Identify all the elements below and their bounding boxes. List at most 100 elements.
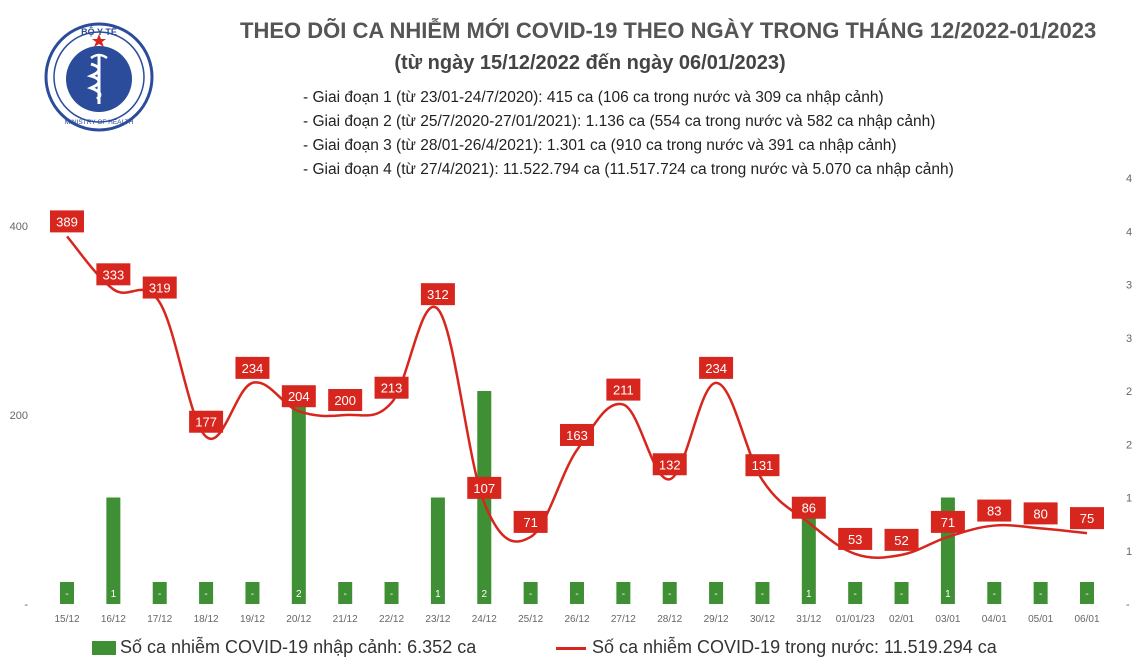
domestic-cases-data-label: 200	[334, 393, 356, 408]
domestic-cases-label-box	[420, 283, 455, 306]
domestic-cases-data-label: 52	[894, 533, 908, 548]
x-axis-tick-label: 21/12	[333, 614, 358, 625]
domestic-cases-label-box	[328, 389, 363, 411]
imported-cases-bar-label: -	[714, 589, 717, 600]
imported-cases-bar-label: -	[1039, 589, 1042, 600]
legend-line-swatch	[556, 646, 586, 650]
x-axis-tick-label: 31/12	[796, 614, 821, 625]
domestic-cases-data-label: 213	[381, 381, 403, 396]
x-axis-tick-label: 23/12	[425, 614, 450, 625]
legend-bar-swatch	[92, 641, 116, 656]
x-axis-tick-label: 25/12	[518, 614, 543, 625]
domestic-cases-data-label: 71	[523, 515, 537, 530]
x-axis-tick-label: 02/01	[889, 614, 914, 625]
domestic-cases-data-label: 75	[1080, 511, 1094, 526]
domestic-cases-data-label: 211	[613, 383, 634, 398]
imported-cases-bar-label: 1	[945, 589, 951, 600]
domestic-cases-label-box	[884, 528, 919, 551]
domestic-cases-data-label: 107	[473, 481, 495, 496]
imported-cases-bar-label: -	[390, 589, 393, 600]
x-axis-tick-label: 26/12	[564, 614, 589, 625]
right-axis-tick-label: 4	[1126, 226, 1132, 238]
x-axis-tick-label: 22/12	[379, 614, 404, 625]
right-axis-tick-label: 2	[1126, 386, 1132, 398]
domestic-cases-data-label: 86	[802, 501, 816, 516]
legend-domestic-label: Số ca nhiễm COVID-19 trong nước: 11.519.…	[592, 637, 997, 657]
domestic-cases-label-box	[1070, 507, 1104, 530]
imported-cases-bar	[106, 497, 121, 604]
phase-3-summary: - Giai đoạn 3 (từ 28/01-26/4/2021): 1.30…	[303, 137, 897, 154]
imported-cases-bar-label: -	[761, 589, 764, 600]
imported-cases-bar-label: -	[344, 589, 347, 600]
domestic-cases-label-box	[606, 378, 641, 401]
logo-text-bottom: MINISTRY OF HEALTH	[65, 119, 134, 126]
domestic-cases-label-box	[930, 510, 965, 533]
domestic-cases-data-label: 53	[848, 532, 862, 547]
imported-cases-bar	[570, 582, 584, 604]
right-axis-tick-label: 2	[1126, 439, 1132, 451]
imported-cases-bar	[848, 582, 863, 604]
imported-cases-bar-label: -	[204, 589, 207, 600]
right-axis-tick-label: 1	[1126, 493, 1132, 505]
right-axis-tick-label: 4	[1126, 173, 1132, 185]
imported-cases-bar-label: -	[854, 589, 857, 600]
domestic-cases-label-box	[1023, 502, 1058, 525]
legend-item-domestic: Số ca nhiễm COVID-19 trong nước: 11.519.…	[556, 634, 997, 660]
imported-cases-bar-label: -	[251, 589, 254, 600]
imported-cases-bar-label: 1	[435, 589, 441, 600]
x-axis-tick-label: 04/01	[982, 614, 1007, 625]
domestic-cases-label-box	[374, 376, 409, 399]
right-axis-tick-label: 1	[1126, 546, 1132, 558]
imported-cases-bar	[245, 582, 260, 604]
imported-cases-bar-label: 2	[481, 589, 487, 600]
domestic-cases-label-box	[189, 410, 224, 433]
domestic-cases-data-label: 132	[659, 457, 681, 472]
x-axis-tick-label: 24/12	[472, 614, 497, 625]
imported-cases-bar	[523, 582, 538, 604]
domestic-cases-label-box	[560, 423, 594, 446]
phase-1-summary: - Giai đoạn 1 (từ 23/01-24/7/2020): 415 …	[303, 89, 884, 106]
domestic-cases-label-box	[838, 527, 873, 550]
domestic-cases-data-label: 319	[149, 281, 171, 296]
x-axis-tick-label: 03/01	[935, 614, 960, 625]
chart-title: THEO DÕI CA NHIỄM MỚI COVID-19 THEO NGÀY…	[240, 18, 1097, 43]
imported-cases-bar	[662, 582, 677, 604]
domestic-cases-data-label: 131	[752, 458, 774, 473]
x-axis-tick-label: 06/01	[1074, 614, 1099, 625]
domestic-cases-label-box	[142, 276, 177, 299]
imported-cases-bar-label: -	[622, 589, 625, 600]
chart-subtitle: (từ ngày 15/12/2022 đến ngày 06/01/2023)	[394, 52, 786, 74]
x-axis-tick-label: 15/12	[54, 614, 79, 625]
domestic-cases-line	[66, 235, 1088, 559]
domestic-cases-data-label: 163	[566, 428, 588, 443]
domestic-cases-label-box	[281, 385, 316, 408]
imported-cases-bar	[384, 582, 399, 604]
imported-cases-bar	[338, 582, 353, 604]
domestic-cases-data-label: 234	[242, 361, 264, 376]
imported-cases-bar	[430, 497, 445, 604]
domestic-cases-label-box	[513, 510, 548, 533]
imported-cases-bar-label: -	[993, 589, 996, 600]
domestic-cases-data-label: 80	[1033, 506, 1047, 521]
imported-cases-bar	[152, 582, 167, 604]
x-axis-tick-label: 16/12	[101, 614, 126, 625]
x-axis-tick-label: 05/01	[1028, 614, 1053, 625]
right-axis-tick-label: 3	[1126, 333, 1132, 345]
imported-cases-bar	[987, 582, 1002, 604]
left-axis-tick-label: 200	[10, 410, 28, 422]
domestic-cases-label-box	[699, 356, 734, 379]
domestic-cases-data-label: 312	[427, 287, 449, 302]
domestic-cases-label-box	[977, 499, 1012, 522]
imported-cases-bar	[1080, 582, 1094, 604]
imported-cases-bar-label: -	[529, 589, 532, 600]
right-axis-tick-label: -	[1126, 599, 1130, 611]
domestic-cases-data-label: 389	[56, 214, 78, 229]
domestic-cases-label-box	[50, 210, 84, 233]
imported-cases-bar	[894, 582, 909, 604]
domestic-cases-data-label: 71	[941, 515, 955, 530]
phase-4-summary: - Giai đoạn 4 (từ 27/4/2021): 11.522.794…	[303, 161, 954, 178]
x-axis-tick-label: 30/12	[750, 614, 775, 625]
imported-cases-bar-label: -	[158, 589, 161, 600]
domestic-cases-data-label: 234	[705, 361, 727, 376]
logo-text-top: BỘ Y TẾ	[81, 26, 117, 37]
